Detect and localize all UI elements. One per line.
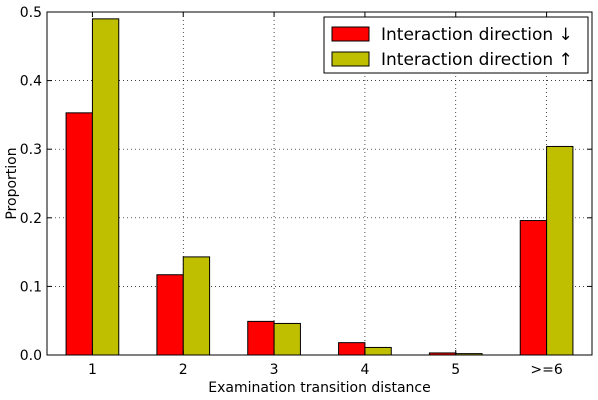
y-axis-label: Proportion [4,147,20,219]
legend-label-down: Interaction direction ↓ [381,25,573,45]
ticks: 0.0 0.1 0.2 0.3 0.4 0.5 1 2 3 4 5 >=6 [20,5,592,378]
plot-frame [46,11,593,356]
bar-up-2 [182,256,211,356]
x-tick-label: 4 [360,362,369,378]
legend-swatch-up [331,51,370,67]
x-tick-label: 3 [270,362,279,378]
x-tick-label: 5 [451,362,460,378]
bar-down-3 [247,320,275,356]
y-tick-label: 0.2 [20,211,42,227]
bar-up-4 [364,346,392,356]
bar-down-6 [519,220,548,356]
bar-down-2 [156,274,184,356]
legend-swatch-down [331,26,370,42]
x-axis-label: Examination transition distance [208,380,430,396]
bar-up-6 [546,145,574,356]
legend-label-up: Interaction direction ↑ [381,50,573,70]
y-tick-label: 0.5 [20,5,42,21]
bar-down-1 [65,112,93,356]
y-tick-label: 0.1 [20,279,42,295]
y-tick-label: 0.0 [20,348,42,364]
bar-up-3 [273,322,301,356]
x-tick-label: >=6 [530,362,562,378]
bar-down-4 [338,342,366,356]
x-tick-label: 2 [179,362,188,378]
grid [47,12,592,355]
bar-up-1 [91,18,120,356]
y-tick-label: 0.4 [20,74,42,90]
x-tick-label: 1 [88,362,97,378]
y-tick-label: 0.3 [20,142,42,158]
legend: Interaction direction ↓ Interaction dire… [323,16,589,74]
